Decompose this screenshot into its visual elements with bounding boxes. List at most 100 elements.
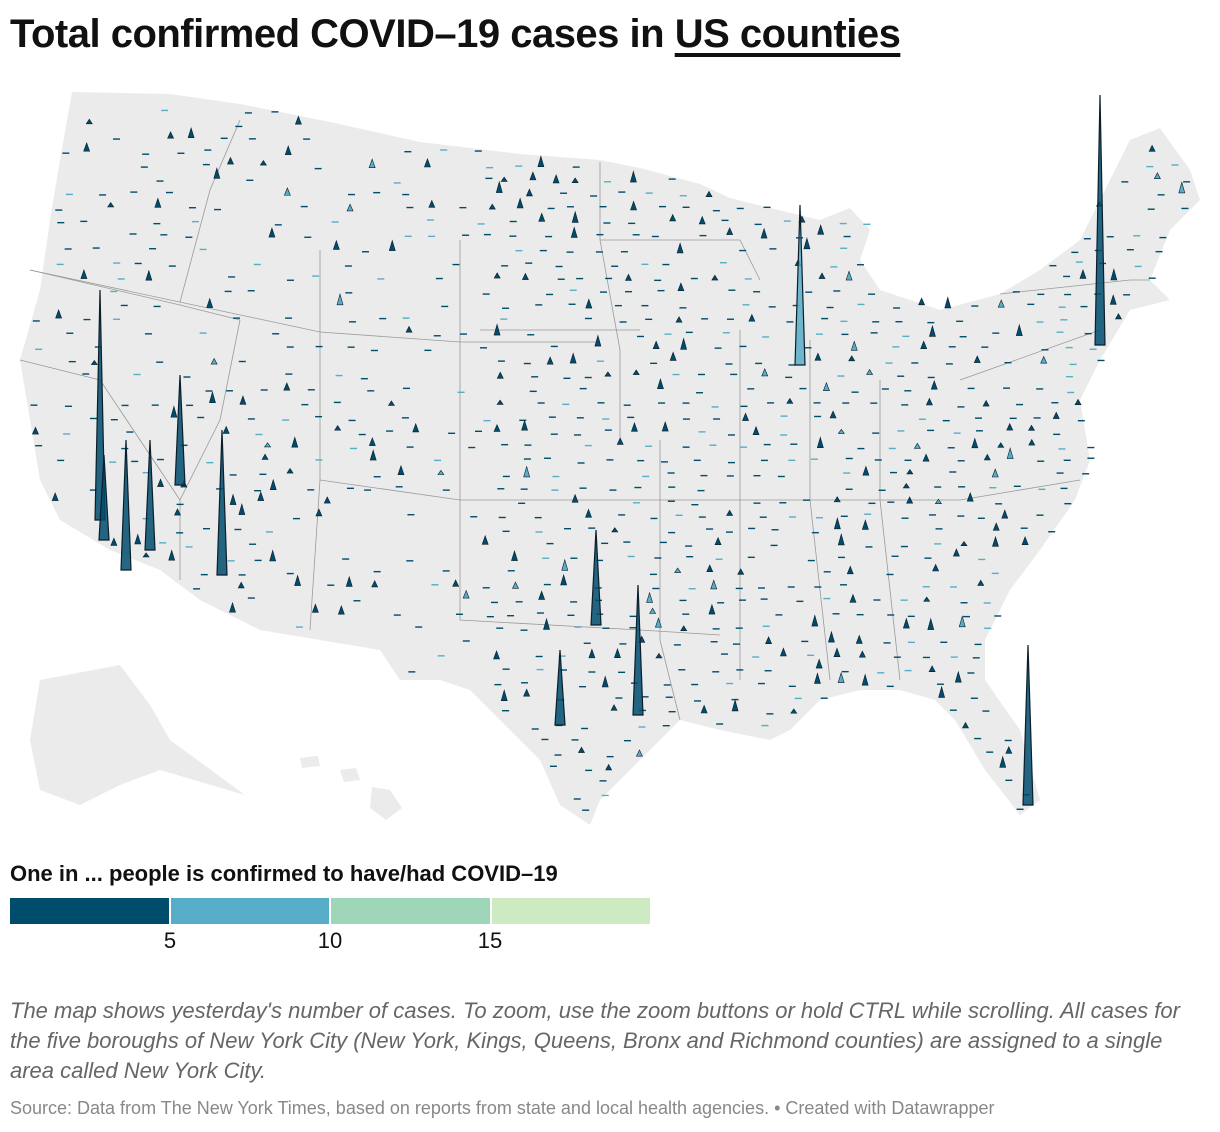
county-marker	[346, 203, 354, 212]
county-marker	[922, 453, 930, 462]
county-marker	[932, 563, 940, 572]
county-marker	[334, 425, 342, 431]
county-marker	[649, 607, 657, 614]
county-marker	[294, 115, 302, 125]
county-marker	[790, 708, 798, 714]
county-marker	[849, 593, 857, 603]
county-marker	[837, 533, 845, 546]
county-marker	[168, 549, 176, 561]
spike-miami-dade[interactable]	[1022, 644, 1034, 806]
county-marker	[902, 617, 910, 629]
county-marker	[624, 273, 632, 281]
us-county-spike-map[interactable]	[0, 80, 1220, 840]
county-marker	[848, 355, 856, 362]
spike-houston[interactable]	[632, 584, 644, 716]
county-marker	[543, 617, 550, 630]
county-marker	[614, 647, 621, 658]
county-marker	[263, 442, 272, 448]
spike-new-york-city[interactable]	[1094, 94, 1106, 346]
county-marker	[294, 574, 302, 586]
county-marker	[134, 533, 142, 545]
spike-phoenix[interactable]	[216, 429, 228, 576]
county-marker	[929, 324, 936, 337]
spike-san-antonio[interactable]	[554, 649, 566, 726]
county-marker	[698, 215, 706, 225]
county-marker	[571, 493, 579, 503]
county-marker	[675, 316, 683, 323]
county-marker	[1005, 745, 1013, 754]
county-marker	[577, 746, 586, 753]
county-marker	[786, 397, 794, 404]
county-marker	[814, 352, 822, 361]
county-marker	[283, 187, 291, 196]
county-marker	[538, 590, 546, 600]
county-marker	[858, 650, 866, 658]
county-marker	[616, 437, 624, 445]
spike-san-bernardino[interactable]	[120, 439, 132, 571]
county-marker	[283, 382, 291, 391]
spike-san-diego[interactable]	[98, 454, 110, 541]
county-marker	[748, 313, 756, 322]
county-marker	[928, 665, 936, 672]
county-marker	[657, 377, 664, 390]
spike-dallas[interactable]	[590, 529, 602, 626]
county-marker	[493, 650, 500, 660]
county-marker	[1079, 269, 1087, 279]
county-marker	[537, 155, 545, 167]
county-marker	[546, 356, 554, 365]
county-marker	[397, 464, 405, 475]
county-marker	[227, 156, 234, 165]
us-counties-link[interactable]: US counties	[674, 12, 901, 56]
county-marker	[570, 226, 578, 238]
county-marker	[944, 296, 952, 309]
county-marker	[654, 617, 662, 628]
spike-las-vegas[interactable]	[174, 374, 186, 486]
county-marker	[845, 270, 853, 281]
county-marker	[174, 508, 181, 516]
county-marker	[388, 239, 396, 251]
county-marker	[814, 672, 821, 684]
county-marker	[561, 558, 569, 571]
county-marker	[83, 141, 91, 152]
county-marker	[605, 763, 613, 771]
county-marker	[906, 496, 914, 504]
legend-tick-5: 5	[163, 928, 177, 953]
county-marker	[710, 579, 718, 590]
county-marker	[779, 647, 787, 657]
county-marker	[833, 496, 841, 503]
county-marker	[493, 323, 501, 336]
county-marker	[261, 453, 269, 460]
county-marker	[462, 589, 470, 599]
color-legend	[10, 898, 650, 924]
county-marker	[706, 564, 714, 573]
legend-title: One in ... people is confirmed to have/h…	[10, 861, 558, 886]
title-prefix: Total confirmed COVID–19 cases in	[10, 12, 675, 56]
county-marker	[569, 352, 577, 364]
county-marker	[257, 491, 265, 501]
county-marker	[855, 634, 863, 644]
county-marker	[902, 482, 910, 489]
county-marker	[997, 299, 1005, 308]
county-marker	[631, 421, 638, 432]
county-marker	[938, 685, 946, 698]
county-marker	[991, 468, 999, 478]
county-marker	[110, 537, 118, 546]
spike-chicago[interactable]	[794, 204, 806, 366]
county-marker	[818, 272, 826, 279]
county-marker	[1040, 355, 1048, 364]
spike-riverside[interactable]	[144, 439, 156, 551]
county-marker	[588, 648, 596, 659]
county-marker	[32, 426, 39, 435]
county-marker	[55, 309, 63, 319]
county-marker	[952, 548, 960, 557]
county-marker	[652, 340, 660, 349]
county-marker	[918, 297, 926, 306]
county-marker	[500, 689, 508, 702]
county-marker	[538, 212, 546, 222]
county-marker	[930, 379, 938, 390]
county-marker	[737, 568, 745, 575]
county-marker	[428, 199, 436, 208]
county-marker	[982, 399, 990, 407]
county-marker	[632, 369, 640, 375]
hawaii-oahu	[300, 756, 320, 768]
